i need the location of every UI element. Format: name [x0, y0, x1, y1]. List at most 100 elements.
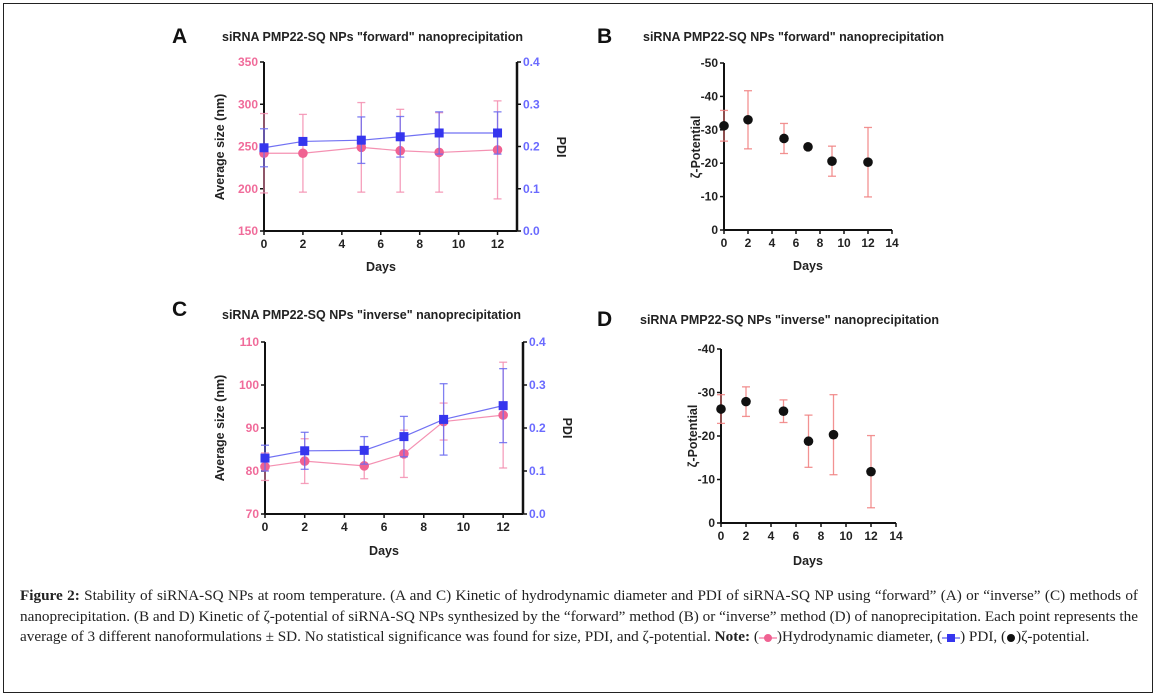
panel-d-xtick-label: 12: [864, 529, 878, 543]
panel-a-ylabel: Average size (nm): [213, 94, 227, 201]
figure-frame: [3, 3, 1153, 693]
panel-a-y2tick-label: 0.1: [523, 182, 540, 196]
panel-d-ytick-label: -20: [698, 429, 716, 443]
panel-b-zeta-point: [863, 157, 873, 167]
panel-c-ytick-label: 100: [239, 378, 259, 392]
panel-a-pdi-point: [395, 132, 405, 142]
panel-c-xtick-label: 0: [262, 520, 269, 534]
panel-c-y2tick-label: 0.0: [529, 507, 546, 521]
panel-d-xtick-label: 2: [743, 529, 750, 543]
panel-a-size-point: [298, 148, 308, 159]
panel-a-pdi-point: [434, 128, 444, 138]
panel-c-size-line: [264, 414, 504, 468]
panel-c-y2label: PDI: [560, 418, 574, 439]
panel-a-title: siRNA PMP22-SQ NPs "forward" nanoprecipi…: [222, 30, 523, 44]
panel-b-xtick-label: 4: [769, 236, 776, 250]
panel-a-ytick-label: 350: [238, 55, 258, 69]
panel-d-zeta-point: [741, 396, 751, 407]
panel-d-ytick-label: 0: [708, 516, 715, 530]
panel-c-xlabel: Days: [369, 544, 399, 558]
panel-b-zeta-point: [803, 142, 813, 152]
legend-zeta-label: ζ-potential.: [1021, 628, 1090, 645]
panel-letter-a: A: [172, 25, 187, 48]
panel-b-ylabel: ζ-Potential: [689, 116, 703, 179]
panel-b-xtick-label: 2: [745, 236, 752, 250]
panel-a-xtick-label: 0: [261, 237, 268, 251]
panel-c-xtick-label: 2: [301, 520, 308, 534]
panel-b-ytick-label: -20: [701, 156, 719, 170]
panel-d-ytick-label: -10: [698, 473, 716, 487]
caption-note-label: Note:: [714, 628, 751, 645]
panel-b-ytick-label: -10: [701, 190, 719, 204]
panel-b-ytick-label: -50: [701, 56, 719, 70]
panel-letter-b: B: [597, 25, 612, 48]
panel-a-pdi-point: [259, 143, 269, 153]
panel-c-xtick-label: 8: [420, 520, 427, 534]
panel-b-xtick-label: 12: [861, 236, 875, 250]
panel-c-xtick-label: 12: [496, 520, 510, 534]
caption-label: Figure 2:: [20, 587, 80, 604]
panel-a-xtick-label: 4: [339, 237, 346, 251]
panel-d-xtick-label: 10: [839, 529, 853, 543]
panel-a-size-line: [264, 146, 498, 154]
panel-d-xtick-label: 14: [889, 529, 903, 543]
panel-c-y2tick-label: 0.3: [529, 378, 546, 392]
panel-c-pdi-point: [300, 446, 310, 456]
legend-size-icon: [758, 633, 777, 643]
panel-c-xtick-label: 10: [457, 520, 471, 534]
panel-c-ytick-label: 70: [246, 507, 260, 521]
panel-d-ytick-label: -30: [698, 386, 716, 400]
panel-c-title: siRNA PMP22-SQ NPs "inverse" nanoprecipi…: [222, 308, 521, 322]
panel-d-xtick-label: 0: [718, 529, 725, 543]
panel-a-ytick-label: 250: [238, 140, 258, 154]
panel-c-size-point: [359, 461, 370, 471]
panel-c-y2tick-label: 0.2: [529, 421, 546, 435]
panel-d-xtick-label: 4: [768, 529, 775, 543]
panel-b-xtick-label: 6: [793, 236, 800, 250]
panel-d-xlabel: Days: [793, 554, 823, 568]
panel-a-y2tick-label: 0.2: [523, 140, 540, 154]
panel-a-xlabel: Days: [366, 260, 396, 274]
legend-pdi-icon: [942, 633, 961, 643]
panel-d-zeta-point: [716, 404, 726, 414]
panel-d-zeta-point: [778, 406, 789, 417]
panel-d-xtick-label: 8: [818, 529, 825, 543]
panel-b-xtick-label: 0: [721, 236, 728, 250]
legend-zeta-icon: [1006, 633, 1016, 643]
panel-c-y2tick-label: 0.1: [529, 464, 546, 478]
panel-d-zeta-point: [803, 436, 814, 447]
panel-c-xtick-label: 4: [341, 520, 348, 534]
panel-a-xtick-label: 2: [300, 237, 307, 251]
panel-b-ytick-label: -40: [701, 89, 719, 103]
panel-d-zeta-point: [828, 429, 839, 440]
panel-c-xtick-label: 6: [381, 520, 388, 534]
panel-c-pdi-point: [439, 414, 449, 424]
panel-a-y2label: PDI: [554, 137, 568, 158]
panel-a-xtick-label: 6: [377, 237, 384, 251]
panel-letter-d: D: [597, 308, 612, 331]
panel-c-pdi-point: [260, 453, 270, 463]
panel-b-ytick-label: -30: [701, 123, 719, 137]
panel-b-xtick-label: 14: [885, 236, 899, 250]
panel-d-ylabel: ζ-Potential: [686, 405, 700, 468]
panel-c-y2tick-label: 0.4: [529, 335, 546, 349]
panel-d-xtick-label: 6: [793, 529, 800, 543]
panel-letter-c: C: [172, 298, 187, 321]
panel-a-ytick-label: 150: [238, 224, 258, 238]
panel-b-zeta-point: [827, 156, 837, 166]
panel-a-y2tick-label: 0.0: [523, 224, 540, 238]
caption-text: Stability of siRNA-SQ NPs at room temper…: [20, 587, 1138, 645]
panel-a-ytick-label: 300: [238, 97, 258, 111]
panel-a-y2tick-label: 0.4: [523, 55, 540, 69]
panel-c-ytick-label: 80: [246, 464, 260, 478]
panel-a-pdi-point: [298, 136, 308, 146]
panel-c-ytick-label: 110: [240, 335, 260, 349]
panel-a-pdi-point: [356, 135, 366, 145]
panel-a-ytick-label: 200: [238, 182, 258, 196]
panel-d-zeta-point: [866, 466, 876, 477]
panel-b-xtick-label: 8: [817, 236, 824, 250]
panel-b-xlabel: Days: [793, 259, 823, 273]
panel-d-title: siRNA PMP22-SQ NPs "inverse" nanoprecipi…: [640, 313, 939, 327]
panel-c-pdi-point: [498, 401, 508, 411]
